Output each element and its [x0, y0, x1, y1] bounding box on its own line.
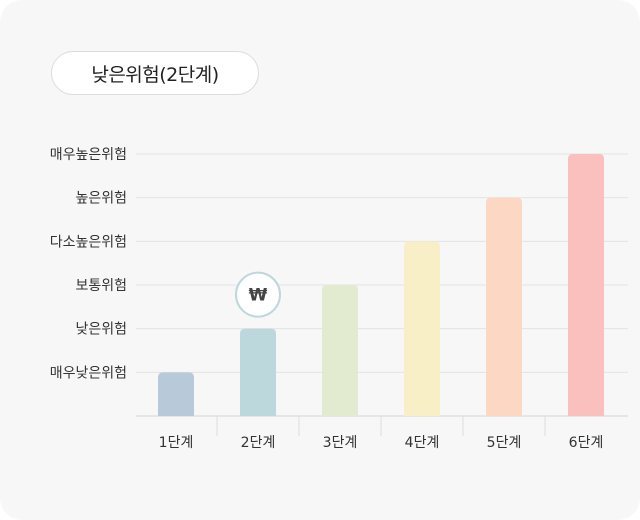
x-tick-label: 5단계	[487, 435, 522, 451]
y-tick-label: 매우높은위험	[50, 147, 127, 163]
bar-5	[486, 197, 522, 416]
y-tick-label: 낮은위험	[75, 322, 127, 338]
bar-1	[158, 372, 194, 416]
x-tick-label: 6단계	[569, 435, 604, 451]
bar-4	[404, 241, 440, 416]
bar-6	[568, 154, 604, 416]
chart-title: 낮은위험(2단계)	[51, 51, 259, 95]
won-icon: ₩	[249, 286, 268, 306]
x-tick-label: 1단계	[159, 435, 194, 451]
x-axis-labels: 1단계 2단계 3단계 4단계 5단계 6단계	[159, 435, 604, 451]
x-tick-label: 2단계	[241, 435, 276, 451]
y-axis-labels: 매우낮은위험 낮은위험 보통위험 다소높은위험 높은위험 매우높은위험	[50, 147, 127, 381]
x-tick-label: 4단계	[405, 435, 440, 451]
y-tick-label: 매우낮은위험	[50, 365, 127, 381]
gridlines	[136, 153, 628, 436]
highlight-marker: ₩	[235, 271, 281, 318]
bar-3	[322, 285, 358, 416]
y-tick-label: 보통위험	[75, 278, 127, 294]
y-tick-label: 높은위험	[75, 191, 127, 207]
y-tick-label: 다소높은위험	[50, 234, 127, 250]
x-tick-label: 3단계	[323, 435, 358, 451]
won-marker-circle	[235, 271, 281, 318]
bar-2	[240, 328, 276, 416]
bars	[158, 154, 604, 416]
